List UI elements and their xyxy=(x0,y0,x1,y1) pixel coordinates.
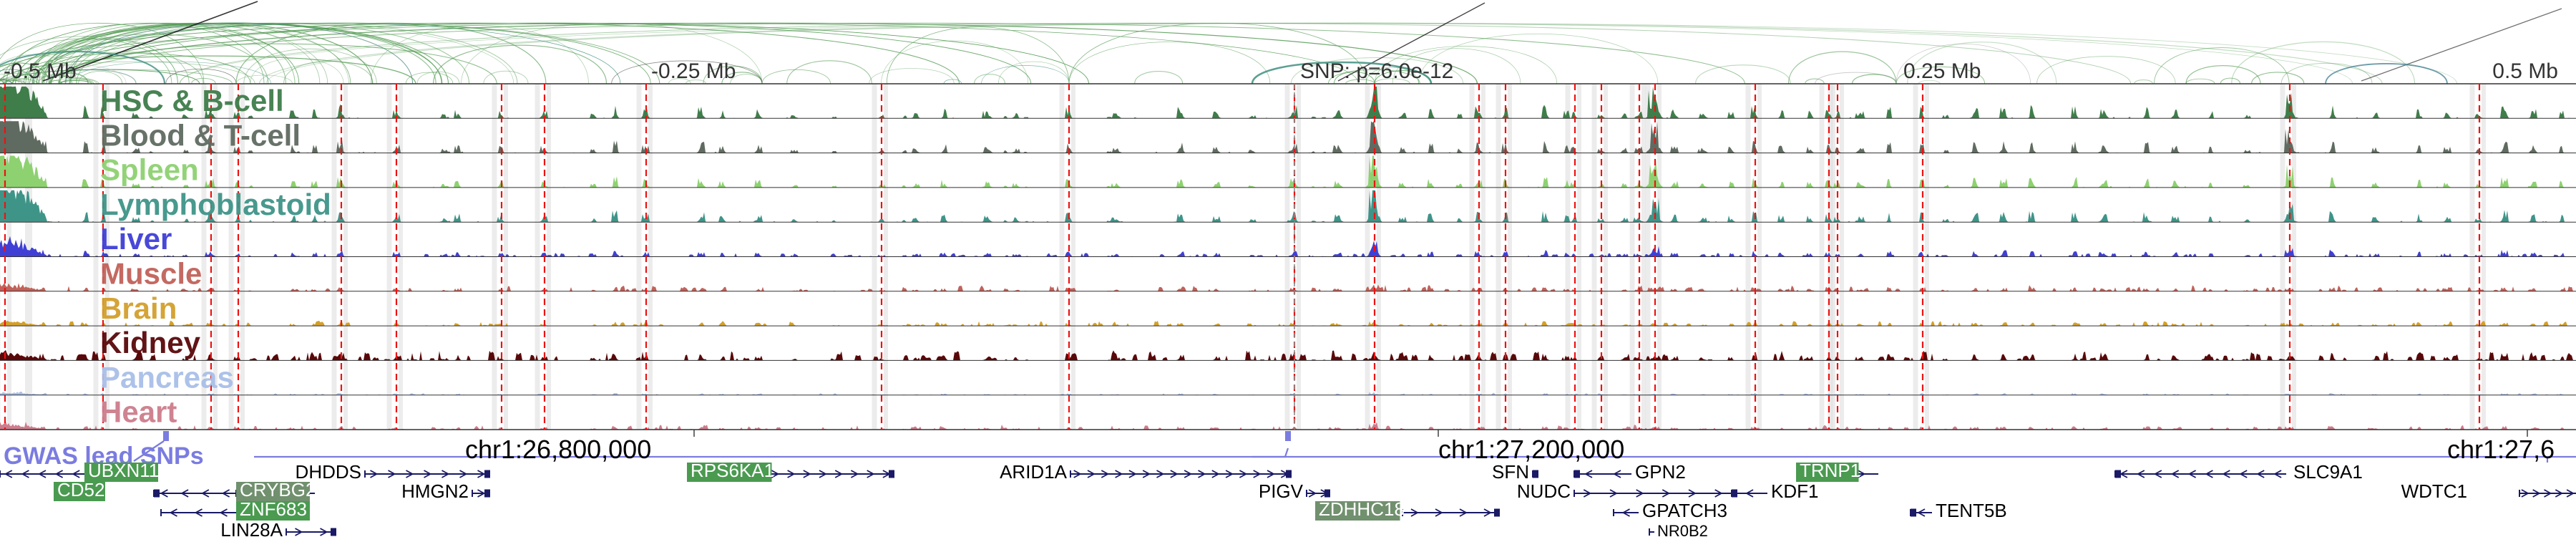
svg-text:SLC9A1: SLC9A1 xyxy=(2293,461,2363,483)
svg-text:Spleen: Spleen xyxy=(100,153,199,187)
svg-text:SNP: p=6.0e-12: SNP: p=6.0e-12 xyxy=(1300,59,1453,83)
svg-text:0.5 Mb: 0.5 Mb xyxy=(2492,59,2558,83)
svg-text:NUDC: NUDC xyxy=(1517,480,1571,502)
svg-text:RPS6KA1: RPS6KA1 xyxy=(691,460,774,481)
svg-text:DHDDS: DHDDS xyxy=(296,461,361,483)
svg-text:HSC & B-cell: HSC & B-cell xyxy=(100,84,284,117)
svg-text:Brain: Brain xyxy=(100,291,177,325)
svg-text:Pancreas: Pancreas xyxy=(100,360,234,394)
svg-text:chr1:27,6: chr1:27,6 xyxy=(2447,435,2555,464)
svg-text:Muscle: Muscle xyxy=(100,257,202,291)
svg-text:-0.25 Mb: -0.25 Mb xyxy=(651,59,736,83)
svg-text:CD52: CD52 xyxy=(57,479,104,500)
svg-text:ZNF683: ZNF683 xyxy=(240,498,307,520)
svg-text:0.25 Mb: 0.25 Mb xyxy=(1903,59,1981,83)
svg-text:GPATCH3: GPATCH3 xyxy=(1642,500,1727,521)
svg-text:WDTC1: WDTC1 xyxy=(2401,480,2467,502)
svg-text:HMGN2: HMGN2 xyxy=(401,480,469,502)
svg-text:Liver: Liver xyxy=(100,222,172,256)
svg-text:chr1:27,200,000: chr1:27,200,000 xyxy=(1438,435,1624,464)
svg-text:ARID1A: ARID1A xyxy=(1000,461,1068,483)
svg-text:TRNP1: TRNP1 xyxy=(1800,460,1860,481)
svg-text:KDF1: KDF1 xyxy=(1771,480,1818,502)
svg-text:ZDHHC18: ZDHHC18 xyxy=(1319,498,1405,520)
svg-text:-0.5 Mb: -0.5 Mb xyxy=(4,59,77,83)
svg-text:UBXN11: UBXN11 xyxy=(88,460,159,481)
svg-text:NR0B2: NR0B2 xyxy=(1657,522,1708,537)
svg-text:chr1:26,800,000: chr1:26,800,000 xyxy=(465,435,651,464)
svg-text:LIN28A: LIN28A xyxy=(220,519,283,537)
svg-text:PIGV: PIGV xyxy=(1259,480,1304,502)
svg-text:Heart: Heart xyxy=(100,395,177,429)
svg-text:GPN2: GPN2 xyxy=(1635,461,1686,483)
svg-text:Blood & T-cell: Blood & T-cell xyxy=(100,118,301,152)
svg-text:Lymphoblastoid: Lymphoblastoid xyxy=(100,188,331,221)
svg-text:Kidney: Kidney xyxy=(100,326,201,359)
svg-text:SFN: SFN xyxy=(1492,461,1529,483)
svg-text:TENT5B: TENT5B xyxy=(1936,500,2007,521)
